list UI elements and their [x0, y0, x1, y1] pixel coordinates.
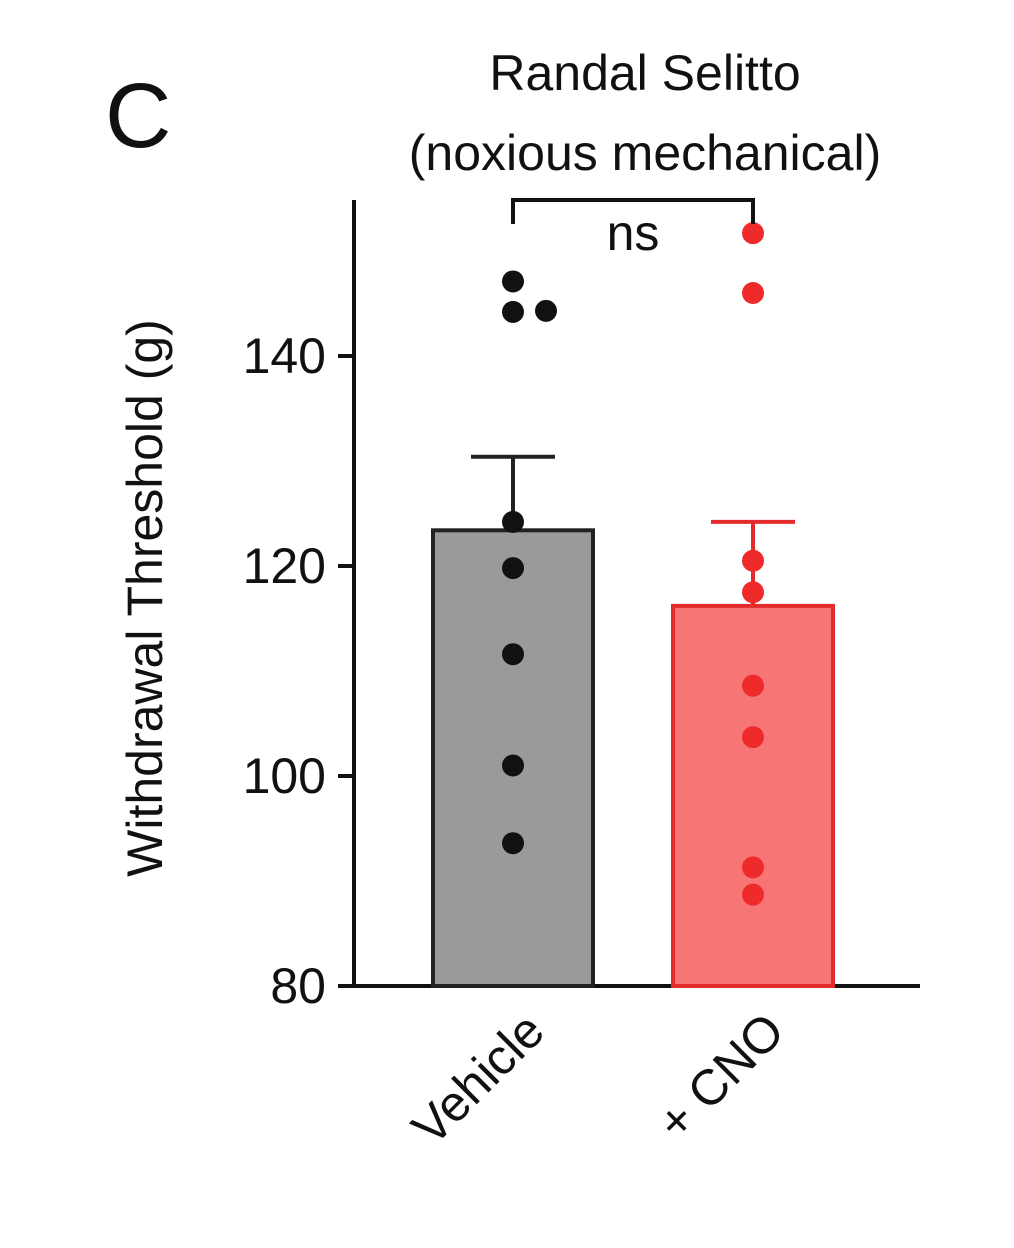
data-point [502, 832, 524, 855]
y-axis-label: Withdrawal Threshold (g) [117, 319, 173, 877]
significance-label: ns [607, 205, 660, 261]
y-tick-label: 140 [243, 328, 326, 384]
data-point [742, 282, 764, 304]
x-tick-label: + CNO [646, 1002, 795, 1151]
bars [431, 528, 835, 989]
chart-title-line-2: (noxious mechanical) [409, 125, 881, 181]
data-point [742, 883, 764, 906]
bar-cno [671, 603, 835, 989]
data-point [742, 856, 764, 879]
x-tick-label: Vehicle [401, 1002, 555, 1156]
data-points [502, 222, 764, 906]
data-point [742, 674, 764, 697]
y-tick-label: 100 [243, 748, 326, 804]
data-point [535, 299, 557, 322]
data-point [502, 270, 524, 293]
data-point [742, 549, 764, 572]
data-point [742, 726, 764, 749]
panel-letter: C [105, 65, 171, 167]
data-point [742, 581, 764, 604]
y-tick-label: 120 [243, 538, 326, 594]
bar-vehicle [431, 528, 595, 988]
data-point [502, 643, 524, 666]
significance-bracket-line [511, 198, 755, 224]
data-point [502, 754, 524, 777]
data-point [502, 300, 524, 323]
data-point [742, 222, 764, 245]
significance-bracket: ns [511, 198, 755, 261]
chart-title-line-1: Randal Selitto [489, 45, 800, 101]
data-point [502, 557, 524, 580]
y-tick-label: 80 [270, 958, 326, 1014]
data-point [502, 510, 524, 533]
